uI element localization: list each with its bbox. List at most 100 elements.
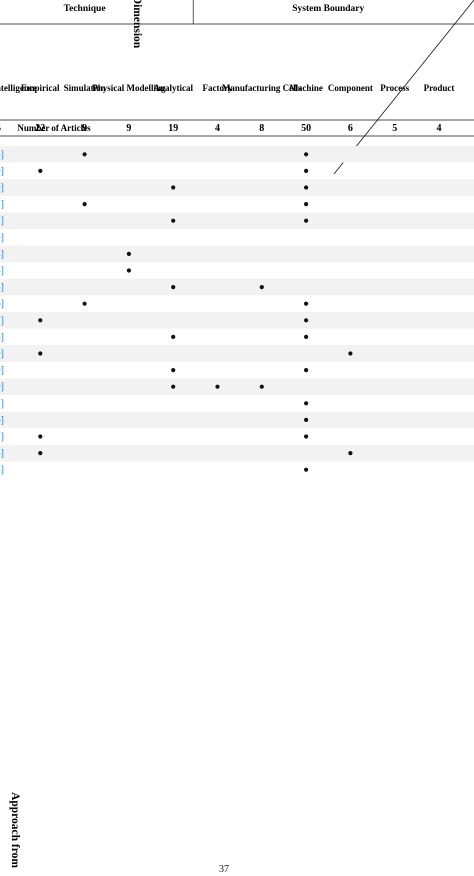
row-mark xyxy=(171,218,176,223)
row-mark xyxy=(259,384,264,389)
row-label: Doreth [26] xyxy=(0,415,4,426)
row-mark xyxy=(215,384,220,389)
row-band xyxy=(0,411,474,429)
row-citation[interactable]: [40] xyxy=(0,382,4,393)
row-mark xyxy=(38,351,43,356)
row-label: Avram and Xirouchakis [31] xyxy=(0,199,4,210)
column-label: Machine xyxy=(289,83,323,93)
row-label: Dietmair and Verl [20] xyxy=(0,365,4,376)
row-citation[interactable]: [44] xyxy=(0,465,4,476)
table-row: Braun and Heisel [36] xyxy=(0,299,309,310)
row-label: Bornschlegl et al. [35] xyxy=(0,282,4,293)
row-mark xyxy=(304,168,309,173)
row-label: Dietmair and Verl [40] xyxy=(0,382,4,393)
group-header: System Boundary xyxy=(292,4,364,14)
row-citation[interactable]: [26] xyxy=(0,415,4,426)
page-number: 37 xyxy=(219,864,229,875)
column-count: 50 xyxy=(301,123,311,134)
row-citation[interactable]: [30] xyxy=(0,183,4,194)
row-mark xyxy=(82,301,87,306)
column-label: Physical Modelling xyxy=(92,83,166,93)
table-row: Abele et al. [28] xyxy=(0,149,309,160)
row-label: Balogun and Mativenga [32] xyxy=(0,216,4,227)
group-headers: System BoundaryTechniqueFocusTime xyxy=(0,0,474,25)
column-count: 8 xyxy=(259,123,264,134)
column-count: 4 xyxy=(215,123,220,134)
column-label: Artificial Intelligence xyxy=(0,83,37,93)
approach-label: Approach from xyxy=(9,792,21,868)
dimension-label: Dimension xyxy=(131,0,143,49)
row-mark xyxy=(126,268,131,273)
row-mark xyxy=(171,334,176,339)
row-band xyxy=(0,312,474,329)
table-row: Dietmair and Verl [40] xyxy=(0,382,264,393)
row-mark xyxy=(304,401,309,406)
row-band xyxy=(0,245,474,263)
row-mark xyxy=(259,285,264,290)
row-citation[interactable]: [31] xyxy=(0,199,4,210)
row-label: Bi and Wang [34] xyxy=(0,266,4,277)
table-row: Doreth et al. [42] xyxy=(0,432,309,443)
row-band xyxy=(0,179,474,196)
row-citation[interactable]: [20] xyxy=(0,365,4,376)
row-mark xyxy=(171,368,176,373)
row-mark xyxy=(304,301,309,306)
table-row: Feng et al. [44] xyxy=(0,465,309,476)
table-row: Draganescu et al. [43] xyxy=(0,448,353,459)
row-citation[interactable]: [37] xyxy=(0,315,4,326)
column-count: 4 xyxy=(437,123,442,134)
table-row: Dietmair and Verl [20] xyxy=(0,365,309,376)
table-row: Abeykoon et al. [29] xyxy=(0,166,309,177)
column-count: 15 xyxy=(0,123,1,134)
row-label: Diaz et al. [39] xyxy=(0,349,4,360)
table-row: Bi and Wang [34] xyxy=(0,266,131,277)
column-label: Product xyxy=(424,83,455,93)
column-label: Factory xyxy=(203,83,233,93)
row-band xyxy=(0,345,474,362)
count-label: Number of Articles xyxy=(17,123,91,133)
row-mark xyxy=(171,384,176,389)
group-header: Technique xyxy=(64,4,106,14)
row-citation[interactable]: [42] xyxy=(0,432,4,443)
column-count: 22 xyxy=(35,123,45,134)
row-citation[interactable]: [19] xyxy=(0,232,4,243)
row-band xyxy=(0,444,474,462)
row-mark xyxy=(304,218,309,223)
row-citation[interactable]: [36] xyxy=(0,299,4,310)
row-label: Diaz et al. [38] xyxy=(0,332,4,343)
row-citation[interactable]: [35] xyxy=(0,282,4,293)
row-citation[interactable]: [32] xyxy=(0,216,4,227)
row-citation[interactable]: [41] xyxy=(0,398,4,409)
row-citation[interactable]: [38] xyxy=(0,332,4,343)
row-citation[interactable]: [43] xyxy=(0,448,4,459)
row-mark xyxy=(348,451,353,456)
row-citation[interactable]: [29] xyxy=(0,166,4,177)
row-mark xyxy=(171,285,176,290)
row-mark xyxy=(38,318,43,323)
column-label: Process xyxy=(380,83,409,93)
row-citation[interactable]: [33] xyxy=(0,249,4,260)
row-mark xyxy=(126,251,131,256)
row-band xyxy=(0,278,474,296)
row-citation[interactable]: [34] xyxy=(0,266,4,277)
column-label: Simulation xyxy=(64,83,106,93)
row-label: Feng et al. [44] xyxy=(0,465,4,476)
row-label: Abeykoon et al. [29] xyxy=(0,166,4,177)
row-mark xyxy=(304,202,309,207)
table-rows: Abele et al. [28] Abeykoon et al. [29] Ara… xyxy=(0,149,353,476)
row-label: Bi and Wang [33] xyxy=(0,249,4,260)
row-mark xyxy=(304,434,309,439)
row-mark xyxy=(304,152,309,157)
row-mark xyxy=(304,368,309,373)
row-mark xyxy=(348,351,353,356)
row-band xyxy=(0,146,474,163)
row-citation[interactable]: [39] xyxy=(0,349,4,360)
row-label: Dietrich et al. [41] xyxy=(0,398,4,409)
row-mark xyxy=(304,318,309,323)
table-row: Bi and Wang [33] xyxy=(0,249,131,260)
row-citation[interactable]: [28] xyxy=(0,149,4,160)
header-diagonal xyxy=(333,0,474,175)
table-row: Diaz et al. [39] xyxy=(0,349,353,360)
